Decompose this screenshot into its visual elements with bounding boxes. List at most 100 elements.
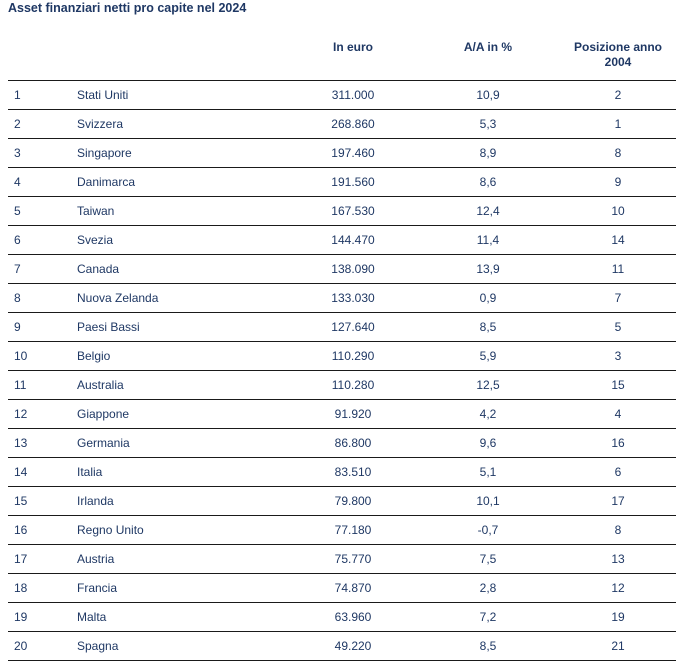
euro-cell: 75.770 bbox=[334, 552, 372, 566]
table-row: 2 Svizzera 268.860 5,3 1 bbox=[8, 110, 676, 139]
aa-percent-cell: 9,6 bbox=[479, 436, 497, 450]
rank-cell: 12 bbox=[14, 407, 28, 421]
header-in-euro: In euro bbox=[332, 40, 373, 54]
rank-cell: 20 bbox=[14, 639, 28, 653]
rank-cell: 4 bbox=[14, 175, 21, 189]
position-2004-cell: 12 bbox=[611, 581, 625, 595]
table-row: 19 Malta 63.960 7,2 19 bbox=[8, 603, 676, 632]
aa-percent-cell: 8,5 bbox=[479, 320, 497, 334]
aa-percent-cell: 8,6 bbox=[479, 175, 497, 189]
table-row: 12 Giappone 91.920 4,2 4 bbox=[8, 400, 676, 429]
header-position-line1: Posizione anno bbox=[573, 40, 662, 54]
rank-cell: 2 bbox=[14, 117, 21, 131]
euro-cell: 91.920 bbox=[334, 407, 372, 421]
position-2004-cell: 11 bbox=[611, 262, 625, 276]
euro-cell: 110.290 bbox=[331, 349, 375, 363]
euro-cell: 144.470 bbox=[331, 233, 375, 247]
table-row: 4 Danimarca 191.560 8,6 9 bbox=[8, 168, 676, 197]
aa-percent-cell: 0,9 bbox=[479, 291, 497, 305]
rank-cell: 9 bbox=[14, 320, 21, 334]
position-2004-cell: 21 bbox=[611, 639, 625, 653]
country-cell: Malta bbox=[77, 610, 107, 624]
rank-cell: 17 bbox=[14, 552, 28, 566]
rank-cell: 10 bbox=[14, 349, 28, 363]
rank-cell: 8 bbox=[14, 291, 21, 305]
table-title: Asset finanziari netti pro capite nel 20… bbox=[8, 1, 247, 15]
aa-percent-cell: 8,5 bbox=[479, 639, 497, 653]
country-cell: Australia bbox=[77, 378, 124, 392]
country-cell: Singapore bbox=[77, 146, 132, 160]
rank-cell: 14 bbox=[14, 465, 28, 479]
rank-cell: 6 bbox=[14, 233, 21, 247]
table-row: 18 Francia 74.870 2,8 12 bbox=[8, 574, 676, 603]
aa-percent-cell: 13,9 bbox=[476, 262, 500, 276]
country-cell: Germania bbox=[77, 436, 130, 450]
position-2004-cell: 3 bbox=[614, 349, 622, 363]
rank-cell: 7 bbox=[14, 262, 21, 276]
euro-cell: 63.960 bbox=[334, 610, 372, 624]
euro-cell: 167.530 bbox=[331, 204, 375, 218]
position-2004-cell: 17 bbox=[611, 494, 625, 508]
header-aa-percent: A/A in % bbox=[463, 40, 513, 54]
position-2004-cell: 14 bbox=[611, 233, 625, 247]
table-row: 3 Singapore 197.460 8,9 8 bbox=[8, 139, 676, 168]
country-cell: Regno Unito bbox=[77, 523, 144, 537]
country-cell: Italia bbox=[77, 465, 103, 479]
aa-percent-cell: -0,7 bbox=[477, 523, 499, 537]
rank-cell: 3 bbox=[14, 146, 21, 160]
position-2004-cell: 1 bbox=[614, 117, 622, 131]
table-row: 11 Australia 110.280 12,5 15 bbox=[8, 371, 676, 400]
table-row: 5 Taiwan 167.530 12,4 10 bbox=[8, 197, 676, 226]
position-2004-cell: 4 bbox=[614, 407, 622, 421]
country-cell: Taiwan bbox=[77, 204, 115, 218]
rank-cell: 16 bbox=[14, 523, 28, 537]
country-cell: Svizzera bbox=[77, 117, 124, 131]
table-header: In euro A/A in % Posizione anno 2004 bbox=[8, 40, 676, 80]
aa-percent-cell: 8,9 bbox=[479, 146, 497, 160]
euro-cell: 77.180 bbox=[334, 523, 372, 537]
table-row: 14 Italia 83.510 5,1 6 bbox=[8, 458, 676, 487]
position-2004-cell: 10 bbox=[611, 204, 625, 218]
aa-percent-cell: 5,9 bbox=[479, 349, 497, 363]
aa-percent-cell: 10,1 bbox=[476, 494, 500, 508]
aa-percent-cell: 12,4 bbox=[476, 204, 500, 218]
table-row: 15 Irlanda 79.800 10,1 17 bbox=[8, 487, 676, 516]
table-row: 17 Austria 75.770 7,5 13 bbox=[8, 545, 676, 574]
country-cell: Paesi Bassi bbox=[77, 320, 140, 334]
country-cell: Belgio bbox=[77, 349, 111, 363]
euro-cell: 197.460 bbox=[331, 146, 375, 160]
rank-cell: 18 bbox=[14, 581, 28, 595]
euro-cell: 268.860 bbox=[331, 117, 375, 131]
euro-cell: 133.030 bbox=[331, 291, 375, 305]
country-cell: Giappone bbox=[77, 407, 130, 421]
position-2004-cell: 16 bbox=[611, 436, 625, 450]
position-2004-cell: 8 bbox=[614, 523, 622, 537]
country-cell: Svezia bbox=[77, 233, 114, 247]
euro-cell: 79.800 bbox=[334, 494, 372, 508]
country-cell: Austria bbox=[77, 552, 115, 566]
rank-cell: 13 bbox=[14, 436, 28, 450]
euro-cell: 311.000 bbox=[331, 88, 375, 102]
position-2004-cell: 13 bbox=[611, 552, 625, 566]
country-cell: Canada bbox=[77, 262, 120, 276]
table-row: 13 Germania 86.800 9,6 16 bbox=[8, 429, 676, 458]
aa-percent-cell: 12,5 bbox=[476, 378, 500, 392]
table-row: 10 Belgio 110.290 5,9 3 bbox=[8, 342, 676, 371]
rank-cell: 19 bbox=[14, 610, 28, 624]
country-cell: Irlanda bbox=[77, 494, 114, 508]
country-cell: Francia bbox=[77, 581, 118, 595]
aa-percent-cell: 11,4 bbox=[476, 233, 500, 247]
header-position-line2: 2004 bbox=[604, 55, 632, 69]
position-2004-cell: 8 bbox=[614, 146, 622, 160]
header-position-2004: Posizione anno 2004 bbox=[563, 40, 673, 70]
euro-cell: 49.220 bbox=[334, 639, 372, 653]
table-row: 8 Nuova Zelanda 133.030 0,9 7 bbox=[8, 284, 676, 313]
rank-cell: 11 bbox=[14, 378, 27, 392]
country-cell: Nuova Zelanda bbox=[77, 291, 159, 305]
table-row: 20 Spagna 49.220 8,5 21 bbox=[8, 632, 676, 661]
euro-cell: 191.560 bbox=[331, 175, 375, 189]
euro-cell: 110.280 bbox=[331, 378, 375, 392]
rank-cell: 5 bbox=[14, 204, 21, 218]
rank-cell: 15 bbox=[14, 494, 28, 508]
aa-percent-cell: 4,2 bbox=[479, 407, 497, 421]
